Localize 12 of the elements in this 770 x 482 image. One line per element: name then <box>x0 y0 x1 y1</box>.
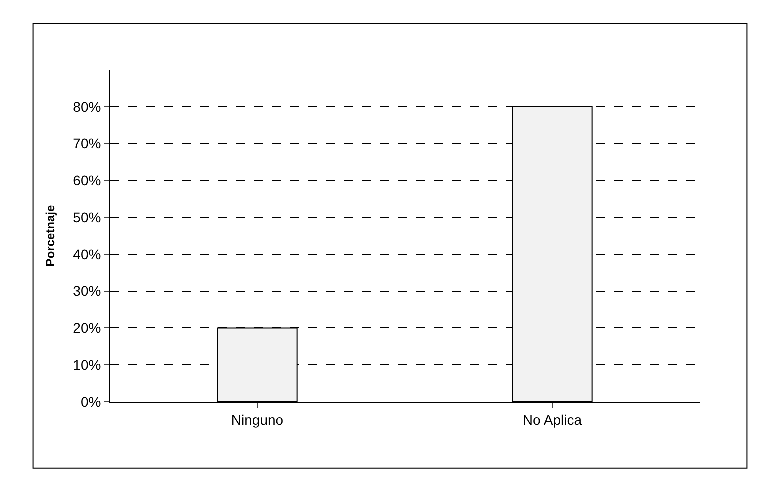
x-tick-label: Ninguno <box>231 412 284 428</box>
y-tick-label: 0% <box>80 394 102 410</box>
y-tick-label: 80% <box>73 98 102 115</box>
x-tick-label: No Aplica <box>522 412 582 428</box>
y-tick-label: 40% <box>73 246 102 262</box>
y-tick-label: 10% <box>73 357 102 374</box>
y-tick-label: 20% <box>73 320 102 336</box>
y-tick-label: 60% <box>73 172 102 189</box>
y-axis-title: Porcetnaje <box>43 204 58 267</box>
y-tick-label: 50% <box>73 209 102 226</box>
y-tick-label: 70% <box>73 136 102 152</box>
y-tick-label: 30% <box>73 283 102 300</box>
